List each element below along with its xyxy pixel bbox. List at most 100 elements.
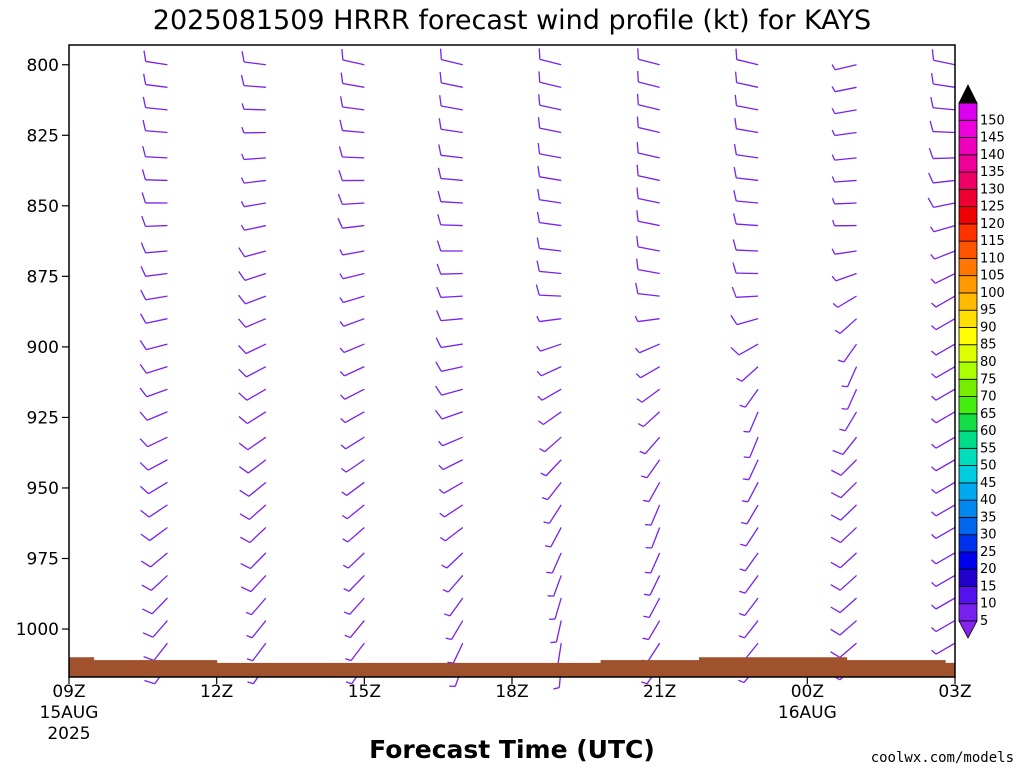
barb-flag (930, 253, 936, 260)
barb-flag (239, 536, 251, 544)
barb-flag (139, 313, 147, 324)
colorbar-label: 140 (980, 148, 1005, 163)
barb-staff (244, 250, 267, 258)
barb-staff (145, 83, 168, 88)
barb-flag (731, 286, 737, 298)
barb-staff (840, 481, 858, 499)
colorbar-cell (958, 188, 978, 207)
wind-barb (743, 411, 759, 433)
wind-barb (139, 387, 168, 398)
barb-staff (349, 620, 365, 638)
x-tick-label: 18Z (495, 682, 528, 702)
wind-barb (930, 96, 956, 111)
barb-staff (745, 527, 759, 547)
wind-barb (339, 295, 365, 304)
wind-barb (337, 193, 365, 206)
barb-staff (147, 436, 168, 448)
y-tick-label: 825 (27, 126, 59, 146)
barb-staff (344, 388, 365, 400)
barb-staff (746, 504, 759, 525)
barb-flag (636, 93, 639, 105)
wind-barb (238, 294, 267, 305)
wind-barb (440, 526, 464, 542)
barb-flag (139, 462, 149, 471)
wind-barb (339, 318, 365, 327)
barb-staff (638, 126, 660, 134)
barb-staff (246, 388, 267, 401)
wind-barb (445, 620, 464, 641)
barb-flag (344, 634, 351, 639)
barb-flag (543, 521, 550, 525)
barb-flag (438, 464, 444, 470)
wind-barb (340, 436, 365, 450)
colorbar-cell (958, 292, 978, 311)
barb-staff (736, 200, 759, 204)
barb-staff (736, 249, 759, 252)
wind-barb (238, 411, 267, 425)
barb-flag (741, 500, 749, 503)
wind-barb (830, 481, 858, 499)
barb-staff (935, 620, 956, 633)
wind-barb (834, 318, 857, 334)
barb-flag (931, 395, 937, 401)
barb-flag (140, 242, 147, 254)
wind-barb (832, 295, 857, 308)
colorbar-cell (958, 171, 978, 190)
wind-barb (930, 272, 956, 284)
wind-barb (141, 192, 168, 204)
wind-barb (439, 504, 464, 518)
wind-barb (241, 153, 266, 161)
wind-barb (436, 310, 463, 322)
barb-staff (648, 482, 661, 502)
barb-flag (831, 248, 836, 255)
barb-flag (142, 608, 153, 615)
barb-flag (341, 49, 344, 61)
colorbar-label: 115 (980, 234, 1005, 249)
colorbar-cell (958, 378, 978, 397)
wind-barb (928, 147, 956, 160)
barb-flag (730, 346, 740, 356)
barb-staff (744, 552, 759, 572)
wind-barb (537, 388, 562, 401)
barb-flag (139, 411, 148, 421)
wind-barb (931, 481, 956, 494)
barb-staff (744, 388, 759, 408)
barb-flag (241, 153, 245, 160)
barb-flag (734, 94, 738, 106)
barb-flag (834, 329, 841, 334)
barb-flag (141, 192, 147, 204)
wind-barb (437, 167, 463, 182)
wind-barb (142, 145, 168, 159)
barb-staff (145, 106, 168, 111)
barb-flag (830, 536, 841, 544)
colorbar-label: 135 (980, 165, 1005, 180)
barb-staff (933, 202, 956, 208)
wind-barb (927, 197, 956, 208)
wind-barb (537, 165, 562, 182)
barb-staff (935, 366, 956, 379)
barb-staff (638, 152, 660, 159)
wind-barb (733, 143, 759, 159)
barb-staff (539, 104, 562, 111)
barb-flag (438, 118, 442, 130)
barb-staff (243, 84, 266, 88)
barb-staff (347, 552, 365, 569)
barb-staff (244, 224, 267, 231)
wind-barb (831, 176, 857, 183)
wind-barb (239, 481, 267, 497)
wind-barb (343, 574, 365, 592)
wind-barb (929, 224, 956, 233)
barb-flag (140, 266, 147, 277)
barb-flag (830, 606, 841, 614)
barb-flag (830, 514, 842, 521)
wind-barb (436, 263, 463, 275)
wind-barb (642, 620, 661, 641)
terrain-layer (69, 657, 956, 677)
barb-staff (834, 202, 857, 205)
barb-staff (637, 292, 660, 297)
barb-flag (831, 198, 836, 205)
barb-flag (830, 469, 842, 476)
wind-barb (435, 337, 463, 349)
barb-staff (736, 154, 759, 159)
wind-barb (831, 129, 857, 137)
